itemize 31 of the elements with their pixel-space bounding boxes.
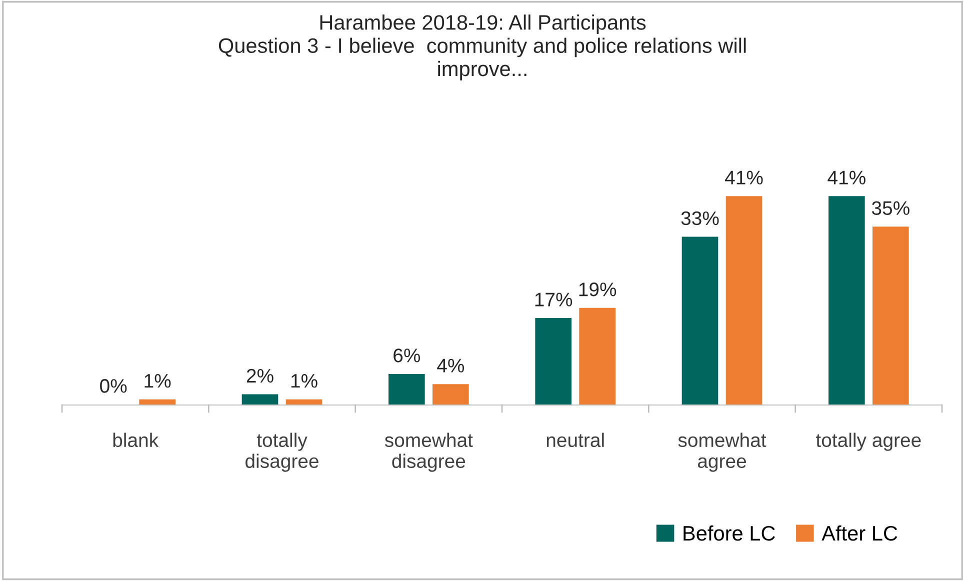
bar — [726, 196, 762, 405]
bar — [682, 236, 718, 405]
bar — [579, 308, 616, 405]
bar — [872, 226, 909, 405]
data-label: 4% — [437, 358, 464, 372]
bar — [388, 374, 425, 405]
x-tick-label: totally disagree — [246, 432, 318, 472]
data-label: 6% — [394, 348, 420, 362]
data-label: 2% — [246, 368, 274, 383]
data-label: 41% — [724, 170, 763, 184]
data-label: 19% — [579, 282, 616, 296]
bar — [432, 384, 469, 405]
data-label: 17% — [535, 292, 572, 306]
x-tick-label: neutral — [546, 432, 604, 448]
data-label: 33% — [681, 211, 719, 226]
legend-label: Before LC — [684, 525, 775, 541]
data-label: 0% — [100, 379, 127, 393]
bar — [828, 196, 865, 405]
x-tick-label: somewhat disagree — [384, 432, 473, 472]
x-tick-label: totally agree — [816, 432, 921, 451]
legend-label: After LC — [822, 525, 898, 541]
x-tick-label: somewhat agree — [678, 432, 766, 472]
bar — [139, 399, 176, 405]
data-label: 35% — [872, 201, 910, 215]
data-label: 1% — [144, 374, 171, 388]
bar — [242, 394, 278, 405]
chart-title: Harambee 2018-19: All Participants Question 3 - I believe community and police relations will improve... — [218, 14, 746, 80]
bar — [535, 318, 572, 405]
data-label: 1% — [291, 374, 318, 388]
x-tick-label: blank — [113, 432, 159, 448]
data-label: 41% — [828, 170, 866, 184]
